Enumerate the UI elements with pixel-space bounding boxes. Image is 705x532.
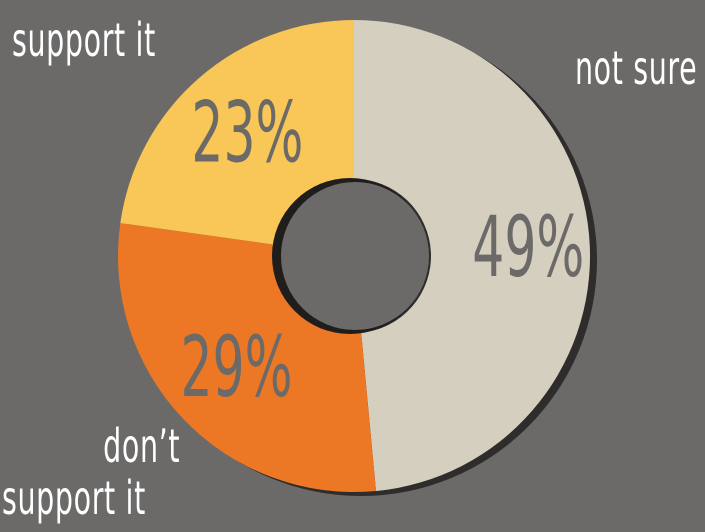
- value-label-support-it: 23%: [191, 85, 303, 182]
- label-dont-support-line1: don’t: [103, 419, 180, 473]
- slice-not-sure: [354, 20, 590, 491]
- label-not-sure: not sure: [574, 41, 697, 95]
- label-dont-support-line2: support it: [2, 471, 146, 525]
- label-support-it: support it: [12, 13, 156, 67]
- value-label-not-sure: 49%: [472, 199, 584, 296]
- slice-support-it: [120, 20, 354, 246]
- slice-don-t-support-it: [118, 223, 376, 492]
- donut-hole: [281, 182, 429, 330]
- value-label-don-t-support-it: 29%: [180, 320, 292, 417]
